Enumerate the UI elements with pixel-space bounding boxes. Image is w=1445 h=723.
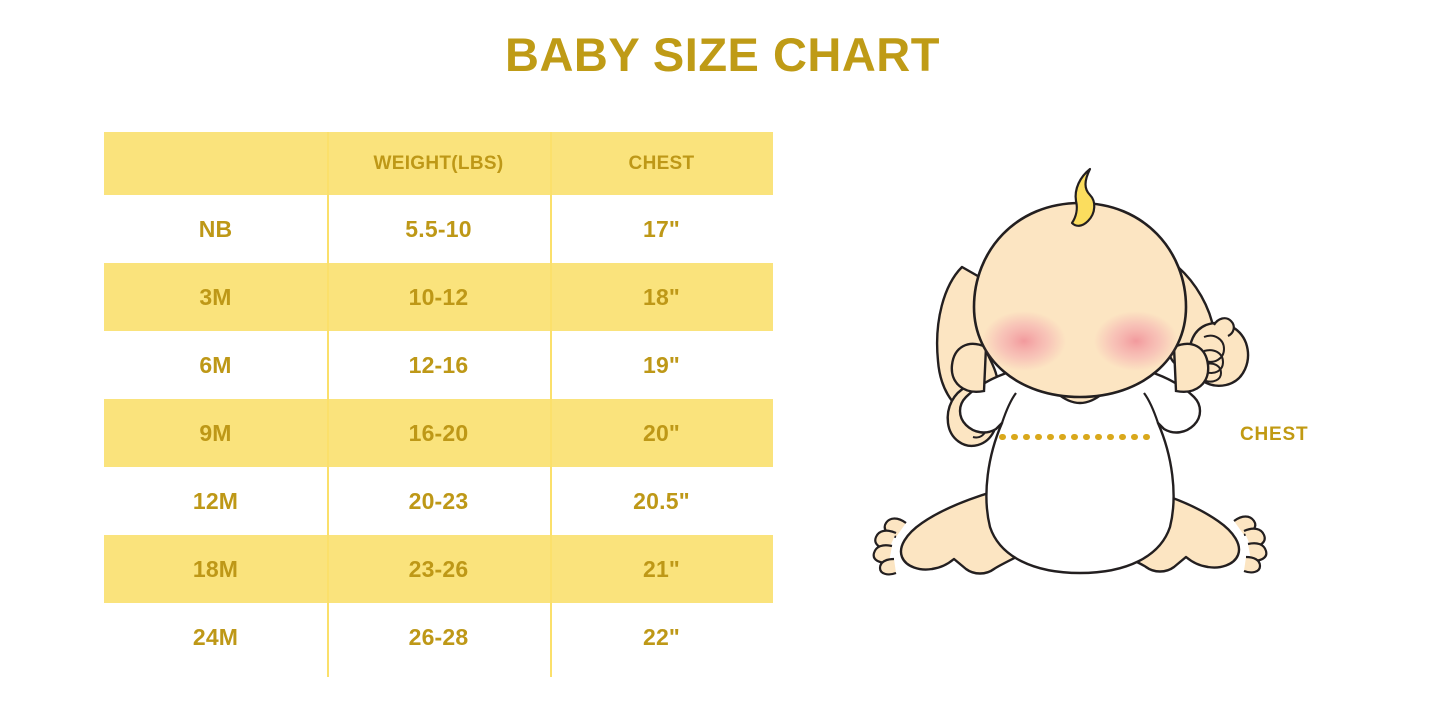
table-body: NB 5.5-10 17" 3M 10-12 18" 6M 12-16 19" …: [104, 195, 773, 671]
cell-size: 18M: [192, 555, 239, 582]
cell-weight: 12-16: [408, 351, 469, 378]
cell-weight: 20-23: [408, 487, 469, 514]
chest-callout-label: CHEST: [1240, 424, 1309, 445]
cell-size: 6M: [199, 351, 232, 378]
table-row: NB 5.5-10 17": [104, 195, 773, 263]
column-header-weight: WEIGHT(LBS): [373, 152, 504, 174]
cell-size: 24M: [192, 623, 239, 650]
column-header-chest: CHEST: [628, 152, 695, 174]
table-row: 6M 12-16 19": [104, 331, 773, 399]
table-row: 3M 10-12 18": [104, 263, 773, 331]
cell-chest: 17": [642, 215, 681, 242]
table-column-divider-1: [327, 132, 329, 677]
column-header-size: [104, 132, 327, 195]
table-header-row: WEIGHT(LBS) CHEST: [104, 132, 773, 195]
head: [950, 167, 1210, 399]
cell-size: 3M: [199, 283, 232, 310]
cell-size: NB: [198, 215, 233, 242]
left-cheek-blush: [982, 311, 1066, 371]
cell-chest: 19": [642, 351, 681, 378]
page-title: BABY SIZE CHART: [505, 28, 940, 81]
cell-chest: 20.5": [633, 487, 690, 514]
cell-weight: 10-12: [408, 283, 469, 310]
cell-chest: 20": [642, 419, 681, 446]
cell-chest: 18": [642, 283, 681, 310]
table-row: 18M 23-26 21": [104, 535, 773, 603]
cell-size: 9M: [199, 419, 232, 446]
table-row: 12M 20-23 20.5": [104, 467, 773, 535]
cell-weight: 26-28: [408, 623, 469, 650]
cell-weight: 16-20: [408, 419, 469, 446]
left-ear: [950, 342, 988, 393]
cell-weight: 23-26: [408, 555, 469, 582]
right-ear: [1172, 342, 1210, 393]
hair-curl-icon: [1070, 167, 1096, 227]
table-row: 9M 16-20 20": [104, 399, 773, 467]
baby-illustration: [870, 155, 1290, 610]
table-row: 24M 26-28 22": [104, 603, 773, 671]
size-chart-table: WEIGHT(LBS) CHEST NB 5.5-10 17" 3M 10-12…: [104, 132, 773, 671]
cell-chest: 21": [642, 555, 681, 582]
cell-chest: 22": [642, 623, 681, 650]
right-cheek-blush: [1094, 311, 1178, 371]
cell-size: 12M: [192, 487, 239, 514]
cell-weight: 5.5-10: [405, 215, 472, 242]
table-column-divider-2: [550, 132, 552, 677]
table-header: WEIGHT(LBS) CHEST: [104, 132, 773, 195]
